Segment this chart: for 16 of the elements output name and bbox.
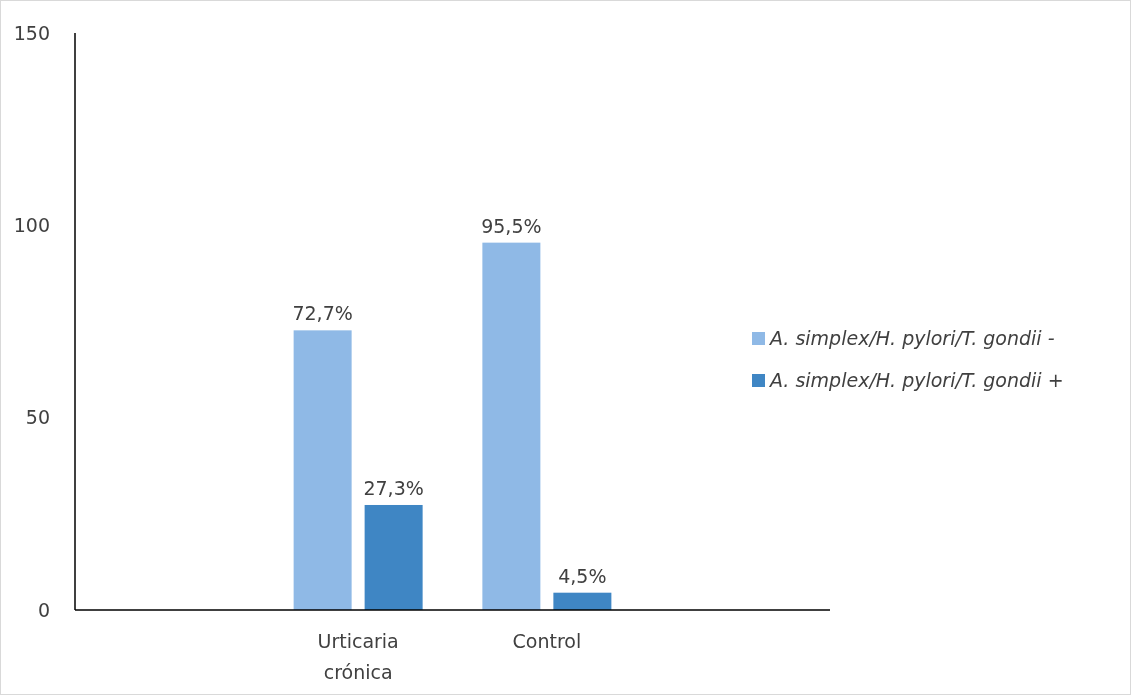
bar xyxy=(293,330,352,610)
y-tick-label: 50 xyxy=(25,406,50,429)
y-tick-label: 150 xyxy=(13,21,50,44)
data-label: 4,5% xyxy=(558,564,607,587)
y-tick-label: 0 xyxy=(37,598,50,621)
bar xyxy=(553,592,612,610)
x-tick-label: Control xyxy=(512,630,582,652)
data-label: 95,5% xyxy=(481,214,542,237)
legend-label: A. simplex/H. pylori/T. gondii + xyxy=(768,368,1064,391)
bar xyxy=(482,242,541,610)
y-tick-label: 100 xyxy=(13,213,50,236)
data-label: 72,7% xyxy=(292,302,353,325)
bar xyxy=(364,504,423,610)
x-tick-label: Urticaria crónica xyxy=(317,630,399,683)
data-label: 27,3% xyxy=(363,476,424,499)
legend-label: A. simplex/H. pylori/T. gondii - xyxy=(768,326,1055,349)
